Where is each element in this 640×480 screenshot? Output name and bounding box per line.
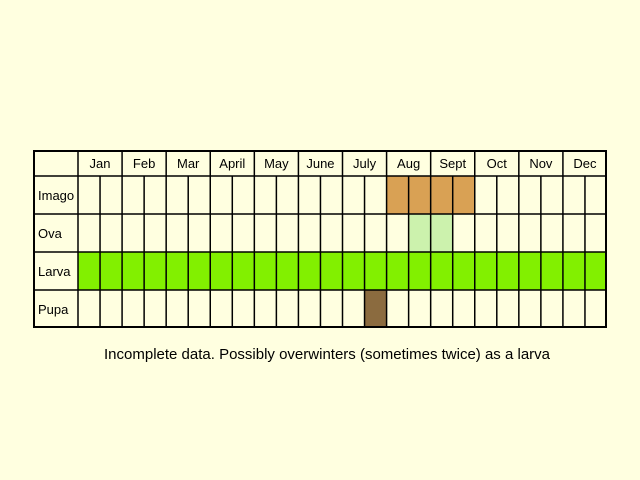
cell-fill-larva-16 bbox=[430, 252, 453, 290]
month-label-mar: Mar bbox=[177, 156, 200, 171]
cell-fill-larva-0 bbox=[78, 252, 101, 290]
cell-fill-imago-16 bbox=[430, 176, 453, 214]
cell-fill-larva-4 bbox=[166, 252, 189, 290]
month-label-aug: Aug bbox=[397, 156, 420, 171]
cell-fill-larva-21 bbox=[540, 252, 563, 290]
month-label-feb: Feb bbox=[133, 156, 155, 171]
cell-fill-larva-11 bbox=[320, 252, 343, 290]
cell-fill-pupa-13 bbox=[364, 290, 387, 328]
cell-fill-ova-16 bbox=[430, 214, 453, 252]
cell-fill-larva-14 bbox=[386, 252, 409, 290]
cell-fill-larva-22 bbox=[562, 252, 585, 290]
cell-fill-larva-8 bbox=[254, 252, 277, 290]
stage-label-pupa: Pupa bbox=[38, 302, 69, 317]
cell-fill-imago-14 bbox=[386, 176, 409, 214]
cell-fill-larva-15 bbox=[408, 252, 431, 290]
cell-fill-larva-10 bbox=[298, 252, 321, 290]
cell-fill-larva-2 bbox=[122, 252, 145, 290]
month-label-oct: Oct bbox=[487, 156, 508, 171]
cell-fill-larva-9 bbox=[276, 252, 299, 290]
cell-fill-larva-13 bbox=[364, 252, 387, 290]
cell-fill-larva-6 bbox=[210, 252, 233, 290]
month-label-dec: Dec bbox=[573, 156, 597, 171]
cell-fill-larva-7 bbox=[232, 252, 255, 290]
month-label-june: June bbox=[306, 156, 334, 171]
cell-fill-larva-18 bbox=[474, 252, 497, 290]
cell-fill-larva-20 bbox=[518, 252, 541, 290]
month-label-april: April bbox=[219, 156, 245, 171]
cell-fill-larva-23 bbox=[584, 252, 607, 290]
chart-caption: Incomplete data. Possibly overwinters (s… bbox=[104, 346, 551, 363]
cell-fill-larva-5 bbox=[188, 252, 211, 290]
cell-fill-larva-1 bbox=[100, 252, 123, 290]
month-label-may: May bbox=[264, 156, 289, 171]
stage-label-ova: Ova bbox=[38, 226, 63, 241]
month-label-sept: Sept bbox=[439, 156, 466, 171]
phenology-table: Jan Feb Mar April May June July Aug Sept Oct Nov De… bbox=[33, 150, 607, 328]
cell-fill-larva-19 bbox=[496, 252, 519, 290]
month-label-jan: Jan bbox=[90, 156, 111, 171]
month-label-nov: Nov bbox=[529, 156, 553, 171]
cell-fill-ova-15 bbox=[408, 214, 431, 252]
cell-fill-larva-12 bbox=[342, 252, 365, 290]
cell-fill-imago-15 bbox=[408, 176, 431, 214]
stage-label-imago: Imago bbox=[38, 188, 74, 203]
cell-fill-larva-17 bbox=[452, 252, 475, 290]
stage-label-larva: Larva bbox=[38, 264, 71, 279]
cell-fill-larva-3 bbox=[144, 252, 167, 290]
cell-fill-imago-17 bbox=[452, 176, 475, 214]
phenology-chart: Jan Feb Mar April May June July Aug Sept Oct Nov De… bbox=[33, 150, 607, 328]
month-label-july: July bbox=[353, 156, 377, 171]
